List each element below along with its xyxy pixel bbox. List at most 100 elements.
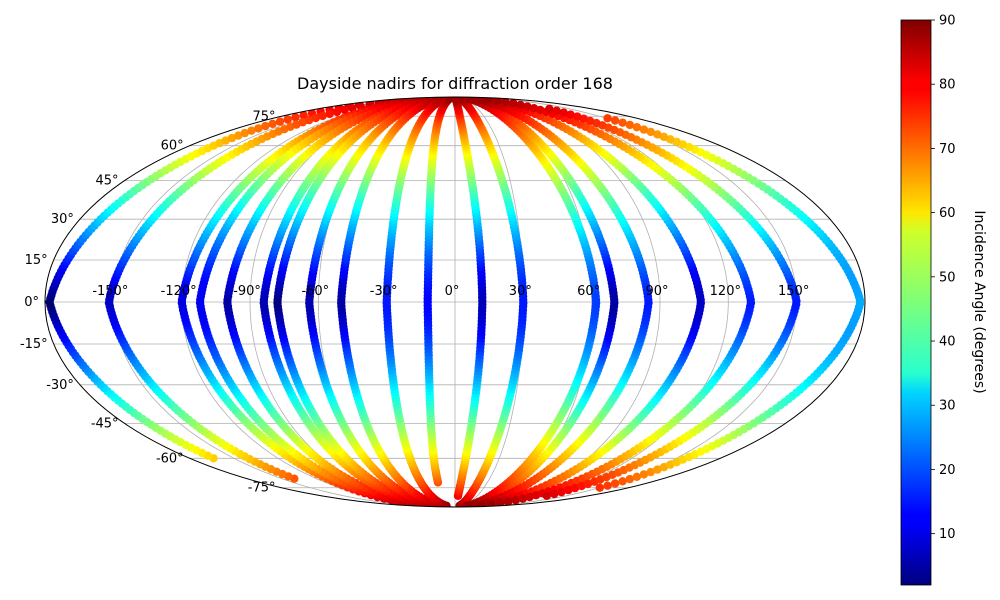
data-point (247, 126, 256, 135)
y-tick-label: -30° (46, 378, 74, 393)
y-tick-label: 45° (96, 174, 119, 189)
colorbar-tick-label: 60 (939, 206, 956, 221)
data-point (529, 104, 539, 113)
colorbar-ticks: 10 20 30 40 50 60 70 80 90 (931, 14, 956, 542)
mollweide-map: -150° -120° -90° -60° -30° 0° 30° 60° 90° 120° 150… (20, 96, 866, 508)
y-tick-label: -60° (156, 451, 184, 466)
data-point (487, 500, 496, 507)
data-point (304, 115, 314, 125)
scatter-points (45, 97, 865, 507)
y-tick-label: -75° (248, 481, 276, 496)
colorbar-tick-label: 40 (939, 335, 956, 350)
y-tick-label: 60° (161, 139, 184, 154)
x-tick-label: -90° (233, 284, 261, 299)
data-point (659, 463, 669, 472)
map-gridlines (45, 96, 865, 508)
data-point (577, 481, 586, 491)
data-point (603, 481, 612, 490)
data-point (493, 97, 502, 105)
data-point (254, 124, 263, 133)
data-point (625, 474, 634, 484)
data-point (227, 133, 237, 143)
data-point (509, 99, 518, 108)
data-point (585, 116, 595, 126)
data-point (531, 491, 541, 500)
data-point (291, 113, 300, 122)
data-point (478, 97, 487, 104)
colorbar: 10 20 30 40 50 60 70 80 90 Incidence Angle (degr… (900, 14, 987, 586)
latitude-tick-labels: 75° 60° 45° 30° 15° 0° -15° -30° -45° -60° -75° (20, 109, 276, 495)
colorbar-label: Incidence Angle (degrees) (971, 210, 987, 393)
data-point (511, 496, 520, 505)
data-point (311, 113, 320, 123)
data-point (332, 107, 342, 117)
y-tick-label: -15° (20, 337, 48, 352)
x-tick-label: 150° (778, 284, 809, 299)
data-point (557, 487, 566, 497)
data-point (570, 483, 580, 493)
data-point (559, 108, 568, 117)
data-point (545, 104, 554, 114)
colorbar-tick-label: 80 (939, 78, 956, 93)
data-point (516, 100, 525, 110)
x-tick-label: 0° (445, 284, 460, 299)
data-point (653, 130, 662, 139)
y-tick-label: 30° (51, 212, 74, 227)
data-point (503, 497, 513, 506)
data-point (595, 483, 604, 492)
data-point (672, 137, 681, 146)
y-tick-label: -45° (91, 416, 119, 431)
chart-title: Dayside nadirs for diffraction order 168 (297, 74, 613, 93)
colorbar-tick-label: 70 (939, 142, 956, 157)
longitude-tick-labels: -150° -120° -90° -60° -30° 0° 30° 60° 90° 120° 150… (92, 284, 809, 299)
data-point (646, 127, 655, 137)
data-point (639, 125, 649, 134)
x-tick-label: -30° (370, 284, 398, 299)
data-point (566, 110, 575, 119)
data-point (542, 491, 551, 500)
data-point (536, 105, 545, 115)
lon-gridline (112, 96, 456, 508)
data-point (646, 467, 655, 477)
data-point (550, 489, 559, 499)
data-point (234, 131, 243, 140)
data-point (299, 111, 308, 120)
data-point (484, 97, 493, 104)
x-tick-label: 60° (577, 284, 600, 299)
data-point (261, 121, 270, 131)
data-point (610, 116, 620, 125)
data-point (618, 477, 627, 486)
colorbar-tick-label: 50 (939, 270, 956, 285)
data-point (525, 492, 534, 502)
data-point (445, 97, 454, 103)
data-point (340, 105, 349, 115)
data-point (325, 109, 334, 119)
data-point (298, 118, 307, 127)
lon-gridline (454, 96, 729, 508)
colorbar-tick-label: 10 (939, 527, 956, 542)
data-point (583, 479, 593, 489)
x-tick-label: 90° (645, 284, 668, 299)
colorbar-tick-label: 90 (939, 14, 956, 29)
data-point (501, 97, 510, 106)
x-tick-label: 30° (509, 284, 532, 299)
data-point (579, 114, 588, 123)
data-point (318, 111, 327, 121)
x-tick-label: -150° (92, 284, 128, 299)
data-point (523, 102, 532, 111)
data-point (283, 115, 292, 124)
data-point (610, 479, 620, 488)
data-point (564, 485, 573, 495)
x-tick-label: -120° (161, 284, 197, 299)
y-tick-label: 0° (24, 295, 39, 310)
x-tick-label: 120° (710, 284, 741, 299)
data-point (518, 494, 527, 503)
colorbar-gradient (900, 19, 932, 586)
data-point (666, 460, 675, 469)
data-point (240, 128, 249, 138)
colorbar-tick-label: 20 (939, 463, 956, 478)
data-point (573, 112, 582, 121)
colorbar-tick-label: 30 (939, 399, 956, 414)
data-point (632, 123, 642, 132)
data-point (632, 472, 642, 481)
